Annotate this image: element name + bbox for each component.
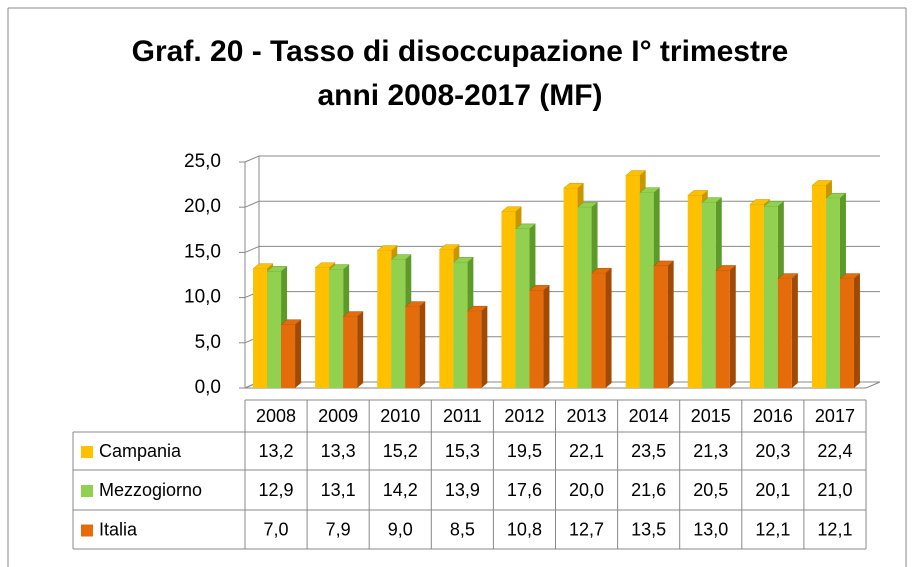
x-tick-label: 2009 — [318, 406, 358, 426]
legend-label: Mezzogiorno — [99, 480, 202, 500]
bar — [281, 324, 296, 388]
bar — [329, 269, 344, 388]
data-label: 21,3 — [693, 441, 728, 461]
bar — [763, 206, 778, 388]
bar-side — [419, 301, 426, 388]
chart-title: Graf. 20 - Tasso di disoccupazione I° tr… — [131, 35, 789, 112]
x-tick-label: 2014 — [629, 406, 669, 426]
bar-side — [543, 285, 550, 388]
bar — [577, 207, 592, 388]
bar — [377, 250, 392, 388]
bar — [563, 188, 578, 388]
y-tick-label: 0,0 — [195, 377, 221, 398]
data-label: 23,5 — [631, 441, 666, 461]
bar — [529, 290, 544, 388]
axis — [865, 381, 881, 389]
legend-label: Campania — [99, 441, 182, 461]
bar-side — [605, 268, 612, 388]
data-label: 21,6 — [631, 480, 666, 500]
data-label: 20,5 — [693, 480, 728, 500]
data-label: 19,5 — [507, 441, 542, 461]
bar-side — [357, 311, 364, 388]
data-label: 7,0 — [264, 519, 289, 539]
x-tick-label: 2017 — [815, 406, 855, 426]
legend-swatch — [81, 524, 93, 537]
data-label: 12,9 — [259, 480, 294, 500]
data-label: 14,2 — [383, 480, 418, 500]
legend-swatch — [81, 485, 93, 497]
bar — [715, 270, 730, 388]
data-label: 13,9 — [445, 480, 480, 500]
bar — [315, 267, 330, 388]
bar — [811, 185, 826, 388]
data-label: 20,0 — [569, 480, 604, 500]
data-label: 12,1 — [817, 519, 852, 539]
data-label: 15,2 — [383, 441, 418, 461]
data-label: 8,5 — [450, 519, 475, 539]
bar — [825, 198, 840, 388]
bar — [343, 316, 358, 388]
data-label: 21,0 — [817, 480, 852, 500]
grid-line — [244, 245, 260, 253]
y-tick-label: 5,0 — [195, 332, 221, 353]
bar-side — [853, 273, 860, 388]
data-label: 12,1 — [755, 519, 790, 539]
grid-line — [244, 155, 260, 163]
bar — [515, 228, 530, 388]
title-box: Graf. 20 - Tasso di disoccupazione I° tr… — [131, 35, 789, 112]
legend-label: Italia — [99, 519, 138, 539]
bar — [749, 204, 764, 388]
bar — [267, 271, 282, 388]
y-tick-label: 20,0 — [184, 196, 221, 217]
bar-side — [481, 306, 488, 388]
bar — [639, 192, 654, 388]
x-tick-label: 2010 — [380, 406, 420, 426]
x-tick-label: 2011 — [443, 406, 482, 426]
bar-side — [295, 319, 302, 388]
data-label: 15,3 — [445, 441, 480, 461]
bar — [687, 195, 702, 388]
data-label: 9,0 — [388, 519, 413, 539]
bar — [453, 262, 468, 388]
bar — [439, 249, 454, 388]
y-tick-label: 15,0 — [184, 241, 221, 262]
data-label: 20,3 — [755, 441, 790, 461]
bar — [467, 311, 482, 388]
grid-line — [244, 200, 260, 208]
bar — [253, 268, 268, 388]
data-label: 20,1 — [755, 480, 790, 500]
x-tick-label: 2008 — [256, 406, 296, 426]
bar — [391, 259, 406, 388]
bar — [653, 265, 668, 388]
data-label: 17,6 — [507, 480, 542, 500]
bar — [625, 175, 640, 388]
data-label: 7,9 — [326, 519, 351, 539]
bar-side — [791, 273, 798, 388]
x-tick-label: 2012 — [504, 406, 544, 426]
bar — [777, 278, 792, 388]
x-tick-label: 2016 — [753, 406, 793, 426]
data-label: 13,5 — [631, 519, 666, 539]
data-label: 22,4 — [817, 441, 852, 461]
data-label: 10,8 — [507, 519, 542, 539]
data-label: 22,1 — [569, 441, 604, 461]
y-tick-label: 25,0 — [184, 151, 221, 172]
x-tick-label: 2013 — [567, 406, 607, 426]
data-label: 13,1 — [321, 480, 356, 500]
bar — [501, 211, 516, 388]
data-label: 13,2 — [259, 441, 294, 461]
data-label: 13,0 — [693, 519, 728, 539]
x-tick-label: 2015 — [691, 406, 731, 426]
bar — [839, 278, 854, 388]
y-tick-label: 10,0 — [184, 287, 221, 308]
bar-side — [667, 260, 674, 388]
data-label: 13,3 — [321, 441, 356, 461]
legend-swatch — [81, 446, 93, 458]
bar — [591, 273, 606, 388]
bar — [405, 306, 420, 388]
bar — [701, 202, 716, 388]
bar-side — [729, 265, 736, 388]
data-label: 12,7 — [569, 519, 604, 539]
